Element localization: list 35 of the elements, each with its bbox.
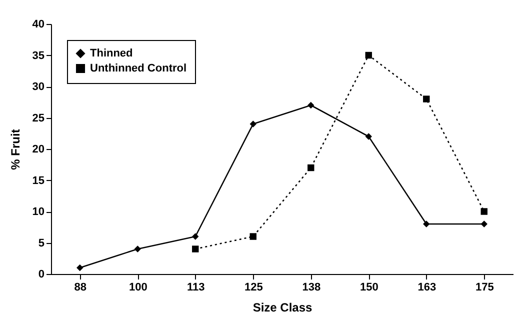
point bbox=[365, 133, 372, 140]
point bbox=[308, 102, 314, 109]
point bbox=[480, 208, 488, 215]
point bbox=[480, 220, 488, 228]
point bbox=[423, 220, 430, 228]
point bbox=[423, 96, 430, 102]
x-tick-label: 138 bbox=[302, 282, 321, 294]
y-tick-label: 15 bbox=[32, 174, 44, 187]
y-tick-label: 35 bbox=[32, 50, 44, 62]
y-tick-label: 25 bbox=[32, 112, 44, 124]
y-tick-label: 0 bbox=[38, 268, 44, 280]
x-axis-title: Size Class bbox=[252, 300, 313, 314]
y-tick-label: 5 bbox=[38, 237, 44, 250]
x-tick-label: 150 bbox=[360, 282, 378, 294]
x-tick-label: 175 bbox=[475, 282, 494, 294]
y-tick-label: 20 bbox=[32, 144, 44, 156]
x-tick-label: 113 bbox=[187, 282, 205, 294]
point bbox=[308, 164, 314, 172]
y-tick-label: 40 bbox=[32, 18, 44, 30]
point bbox=[192, 246, 199, 252]
point bbox=[250, 233, 256, 240]
y-tick-label: 10 bbox=[32, 206, 44, 218]
point bbox=[134, 246, 141, 252]
point bbox=[365, 52, 372, 59]
x-tick-label: 163 bbox=[418, 282, 436, 294]
point bbox=[250, 120, 256, 128]
x-tick-label: 88 bbox=[74, 282, 86, 294]
legend-label: Thinned bbox=[90, 48, 133, 60]
x-tick-label: 125 bbox=[244, 282, 263, 294]
x-tick-label: 100 bbox=[128, 282, 148, 294]
point bbox=[76, 264, 84, 272]
point bbox=[192, 233, 199, 240]
y-axis-title: % Fruit bbox=[8, 129, 22, 170]
y-tick-label: 30 bbox=[32, 81, 44, 93]
legend-label: Unthinned Control bbox=[90, 62, 187, 74]
